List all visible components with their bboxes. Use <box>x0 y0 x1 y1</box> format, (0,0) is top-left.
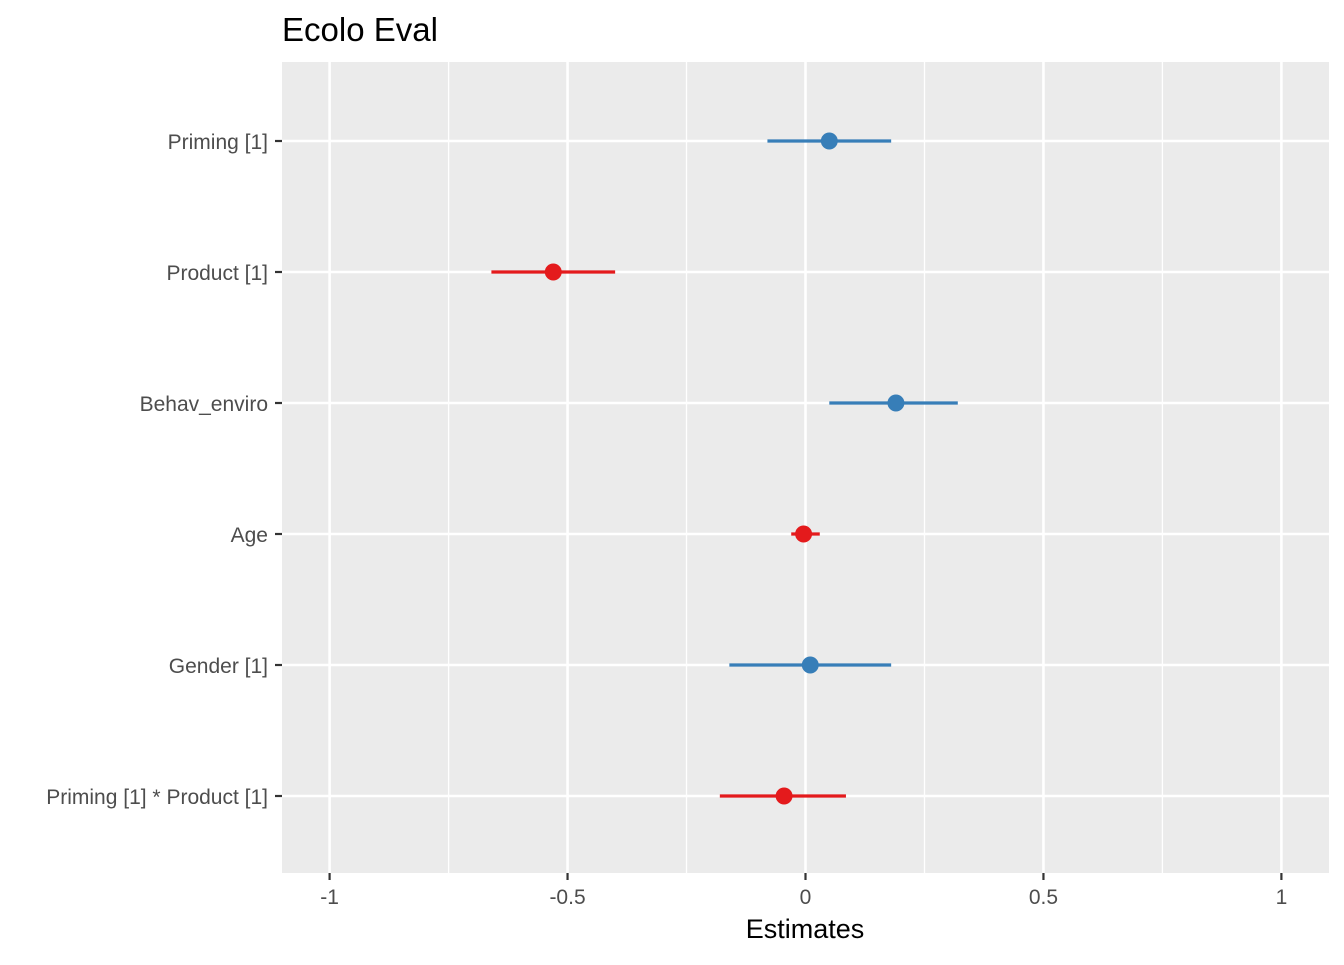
x-tick-label: 1 <box>1276 886 1288 909</box>
estimate-point <box>775 787 793 805</box>
y-tick-label: Age <box>231 524 268 547</box>
estimate-point <box>887 394 905 412</box>
estimate-marks <box>491 132 958 805</box>
y-axis: Priming [1] Product [1] Behav_enviro Age Gen… <box>46 131 282 809</box>
y-tick-label: Priming [1] <box>168 131 268 154</box>
y-tick-label: Behav_enviro <box>140 393 268 416</box>
estimate-point <box>544 263 562 281</box>
y-tick-label: Gender [1] <box>169 655 268 678</box>
y-tick-label: Product [1] <box>166 262 268 285</box>
estimate-point <box>820 132 838 150</box>
estimate-point <box>801 656 819 674</box>
x-axis-title: Estimates <box>746 914 865 944</box>
chart-title: Ecolo Eval <box>282 11 438 48</box>
x-tick-label: 0.5 <box>1029 886 1058 909</box>
estimate-point <box>795 525 813 543</box>
y-tick-label: Priming [1] * Product [1] <box>46 786 268 809</box>
x-axis: -1 -0.5 0 0.5 1 <box>320 873 1287 909</box>
x-tick-label: 0 <box>800 886 812 909</box>
x-tick-label: -1 <box>320 886 339 909</box>
minor-gridlines <box>447 62 1164 873</box>
x-tick-label: -0.5 <box>549 886 585 909</box>
